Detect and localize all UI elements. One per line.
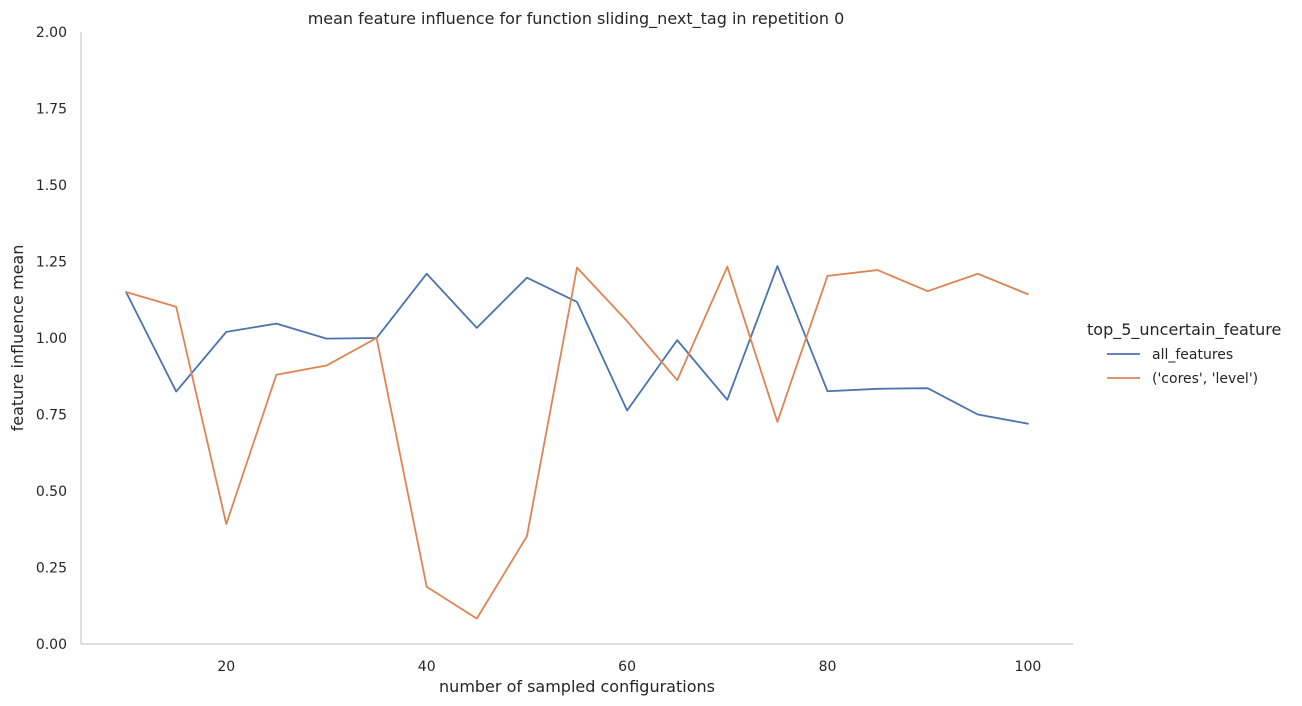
- plot-area: 0.00 0.25 0.50 0.75 1.00 1.25 1.50 1.75 2.00 20 4…: [36, 25, 1073, 675]
- y-tick-label: 1.25: [36, 255, 67, 271]
- x-tick-label: 60: [618, 659, 636, 675]
- y-tick-label: 0.00: [36, 637, 67, 653]
- y-tick-label: 0.25: [36, 561, 67, 577]
- x-tick-label: 40: [418, 659, 436, 675]
- chart-title: mean feature influence for function slid…: [308, 9, 845, 29]
- legend-entries: all_features ('cores', 'level'): [1107, 347, 1258, 387]
- x-tick-label: 80: [819, 659, 837, 675]
- y-tick-label: 0.75: [36, 408, 67, 424]
- y-tick-label: 1.50: [36, 178, 67, 194]
- series-line-1: [125, 265, 1029, 620]
- y-tick-label: 1.75: [36, 102, 67, 118]
- x-tick-label: 20: [217, 659, 235, 675]
- y-tick-label: 1.00: [36, 331, 67, 347]
- x-tick-labels: 20 40 60 80 100: [217, 659, 1041, 675]
- y-tick-label: 2.00: [36, 25, 67, 41]
- series-lines: [125, 265, 1029, 620]
- x-axis-label: number of sampled configurations: [439, 677, 715, 696]
- legend-title: top_5_uncertain_feature: [1087, 320, 1281, 340]
- y-tick-labels: 0.00 0.25 0.50 0.75 1.00 1.25 1.50 1.75 2.00: [36, 25, 67, 653]
- legend: top_5_uncertain_feature all_features ('co…: [1087, 320, 1281, 387]
- y-axis-label: feature influence mean: [8, 245, 27, 432]
- legend-label-0: all_features: [1152, 347, 1233, 363]
- y-tick-label: 0.50: [36, 484, 67, 500]
- legend-label-1: ('cores', 'level'): [1152, 371, 1258, 387]
- series-line-0: [125, 265, 1029, 425]
- x-tick-label: 100: [1015, 659, 1042, 675]
